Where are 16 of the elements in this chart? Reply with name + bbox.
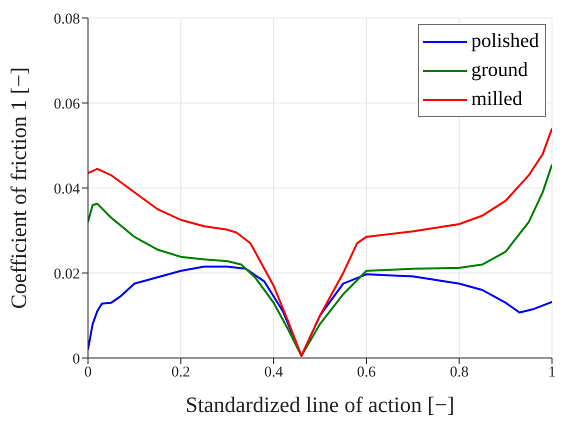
- y-tick-label: 0: [72, 351, 80, 368]
- y-tick-label: 0.04: [54, 181, 80, 198]
- x-tick-label: 0.8: [450, 364, 469, 381]
- y-tick-label: 0.08: [54, 11, 80, 28]
- legend-label: milled: [471, 87, 522, 112]
- x-tick-label: 0.4: [264, 364, 284, 381]
- y-tick-label: 0.06: [54, 96, 80, 112]
- x-tick-label: 1: [548, 364, 556, 381]
- legend-label: ground: [471, 58, 528, 83]
- x-tick-label: 0: [84, 364, 92, 381]
- x-tick-label: 0.6: [357, 364, 376, 381]
- x-axis-title: Standardized line of action [−]: [186, 392, 454, 417]
- y-axis-title: Coefficient of friction 1 [−]: [6, 67, 31, 309]
- legend-label: polished: [471, 29, 539, 54]
- y-tick-label: 0.02: [54, 266, 80, 282]
- x-tick-label: 0.2: [171, 364, 190, 381]
